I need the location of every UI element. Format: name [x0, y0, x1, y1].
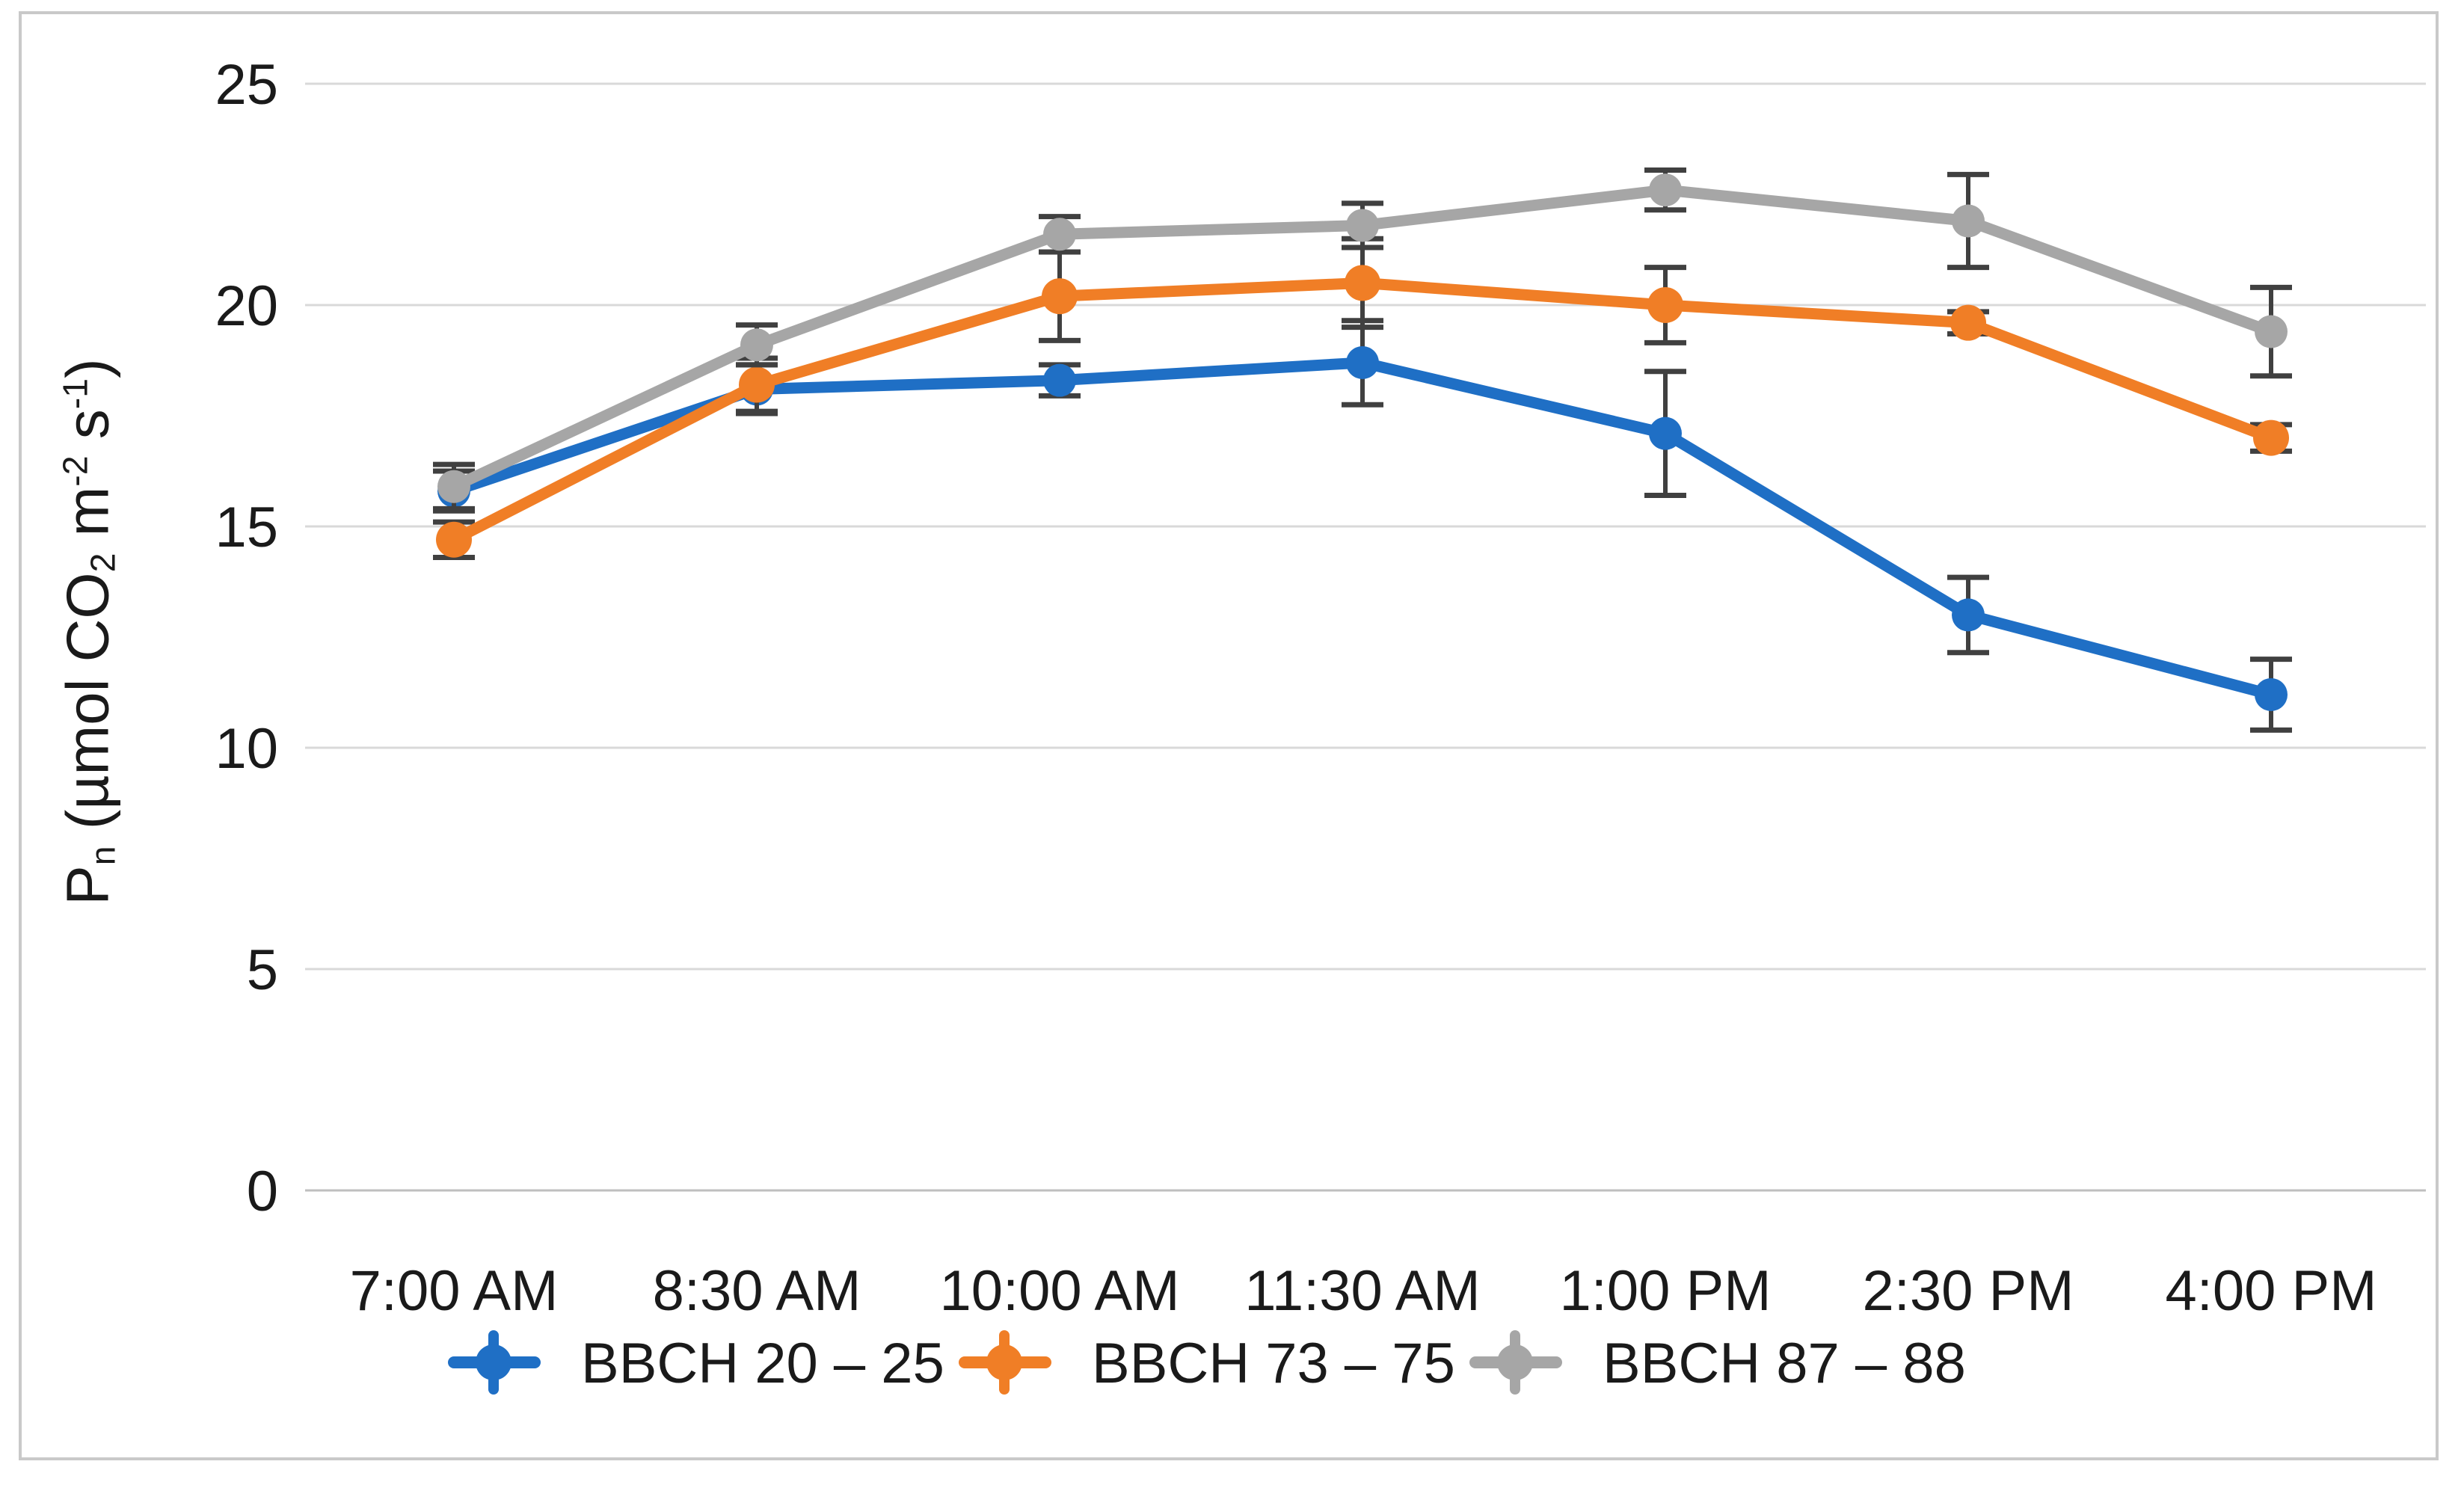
data-point-bbch-73-75-2-30-pm — [1950, 304, 1986, 341]
data-point-bbch-87-88-11-30-am — [1346, 209, 1379, 242]
data-point-bbch-73-75-10-00-am — [1042, 278, 1078, 315]
y-axis-title-part: m — [54, 486, 121, 553]
data-point-bbch-87-88-4-00-pm — [2255, 315, 2288, 348]
figure-border — [19, 11, 2439, 1460]
series-line-bbch-20-25 — [448, 357, 2277, 701]
legend-item-bbch-73-75: BBCH 73 – 75 — [959, 1330, 1455, 1395]
legend-item-bbch-20-25: BBCH 20 – 25 — [448, 1330, 944, 1395]
x-tick-label-8-30-am: 8:30 AM — [653, 1259, 861, 1323]
data-point-bbch-20-25-11-30-am — [1346, 345, 1379, 379]
y-tick-label: 10 — [215, 717, 278, 781]
legend: BBCH 20 – 25 BBCH 73 – 75 BBCH 87 – 88 — [448, 1330, 1966, 1395]
y-axis-title: Pn (µmol CO2 m-2 s-1) — [54, 358, 123, 905]
data-point-bbch-73-75-11-30-am — [1345, 265, 1380, 301]
legend-label: BBCH 87 – 88 — [1603, 1332, 1966, 1395]
y-tick-label: 5 — [247, 938, 278, 1002]
y-tick-label: 0 — [247, 1160, 278, 1223]
data-point-bbch-20-25-1-00-pm — [1649, 416, 1682, 450]
y-axis-title-part: ) — [54, 358, 121, 378]
data-point-bbch-73-75-4-00-pm — [2253, 419, 2289, 456]
y-axis-title-superscript: -1 — [55, 378, 95, 410]
data-point-bbch-20-25-2-30-pm — [1952, 598, 1985, 632]
data-point-bbch-87-88-1-00-pm — [1649, 173, 1682, 207]
x-tick-label-2-30-pm: 2:30 PM — [1862, 1259, 2074, 1323]
y-axis-title-subscript: 2 — [83, 553, 123, 573]
y-axis-title-part: (µmol CO — [54, 572, 121, 846]
data-point-bbch-73-75-7-00-am — [436, 521, 472, 558]
x-tick-label-10-00-am: 10:00 AM — [939, 1259, 1179, 1323]
data-point-bbch-87-88-10-00-am — [1043, 218, 1076, 251]
legend-label: BBCH 20 – 25 — [581, 1332, 944, 1395]
data-point-bbch-20-25-10-00-am — [1043, 363, 1076, 397]
x-tick-label-4-00-pm: 4:00 PM — [2165, 1259, 2377, 1323]
y-tick-label: 25 — [215, 53, 278, 117]
legend-marker-icon — [986, 1344, 1022, 1380]
y-axis-title-part: P — [54, 865, 121, 906]
x-tick-label-1-00-pm: 1:00 PM — [1559, 1259, 1771, 1323]
series-bbch-87-88 — [433, 167, 2292, 511]
legend-item-bbch-87-88: BBCH 87 – 88 — [1469, 1330, 1966, 1395]
legend-label: BBCH 73 – 75 — [1092, 1332, 1455, 1395]
y-tick-label: 15 — [215, 496, 278, 559]
y-axis-title-part: s — [54, 409, 121, 456]
data-point-bbch-20-25-4-00-pm — [2255, 677, 2288, 711]
data-point-bbch-87-88-7-00-am — [437, 470, 470, 503]
data-point-bbch-73-75-8-30-am — [739, 366, 775, 403]
y-axis-title-superscript: -2 — [55, 455, 95, 487]
data-point-bbch-73-75-1-00-pm — [1647, 287, 1683, 323]
series-bbch-73-75 — [433, 236, 2292, 560]
x-tick-label-7-00-am: 7:00 AM — [350, 1259, 559, 1323]
legend-marker-icon — [476, 1344, 511, 1380]
y-axis-title-subscript: n — [83, 846, 123, 866]
legend-marker-icon — [1497, 1344, 1533, 1380]
y-tick-label: 20 — [215, 274, 278, 338]
x-tick-label-11-30-am: 11:30 AM — [1244, 1259, 1480, 1323]
data-point-bbch-87-88-8-30-am — [740, 328, 773, 362]
data-point-bbch-87-88-2-30-pm — [1952, 204, 1985, 238]
